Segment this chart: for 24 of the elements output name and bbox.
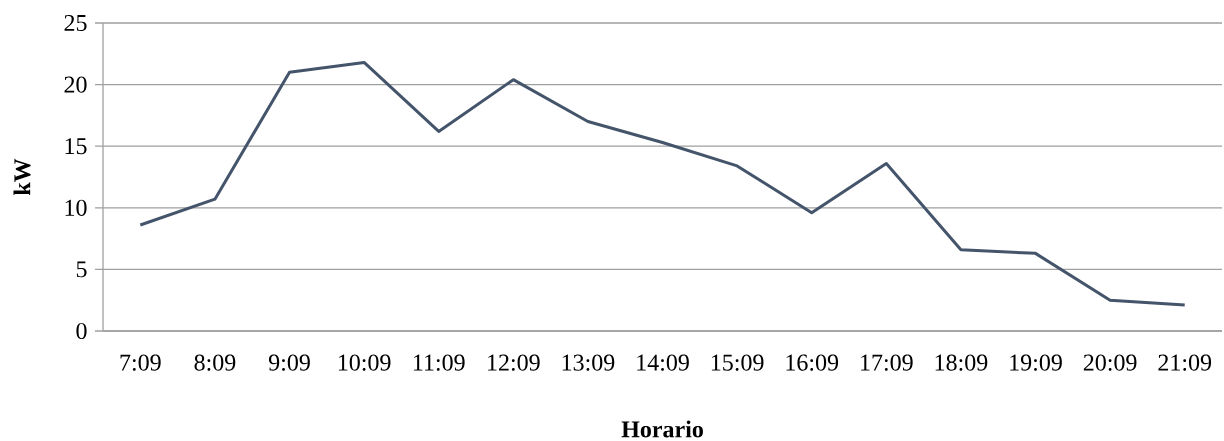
x-tick-label: 11:09 [413,354,465,371]
y-axis-title: kW [13,158,31,196]
x-tick-label: 13:09 [562,354,615,371]
x-tick-label: 18:09 [935,354,988,371]
x-tick-label: 8:09 [194,354,236,371]
x-tick-label: 12:09 [488,354,540,371]
x-tick-label: 16:09 [786,354,839,371]
x-axis-title: Horario [621,420,703,438]
x-tick-label: 21:09 [1158,354,1212,371]
y-tick-label: 5 [76,261,87,278]
x-tick-label: 9:09 [268,354,310,371]
x-tick-label: 14:09 [637,354,689,371]
x-tick-label: 15:09 [711,354,764,371]
y-tick-label: 0 [76,322,87,340]
x-tick-label: 10:09 [338,354,391,371]
y-tick-label: 10 [65,199,87,216]
y-tick-label: 15 [65,138,87,155]
x-tick-label: 7:09 [120,354,161,371]
line-series [138,60,1187,307]
x-tick-label: 20:09 [1083,354,1137,371]
x-tick-label: 17:09 [861,354,913,371]
y-tick-label: 25 [64,14,87,32]
x-tick-label: 19:09 [1010,354,1062,371]
y-tick-label: 20 [64,76,87,93]
